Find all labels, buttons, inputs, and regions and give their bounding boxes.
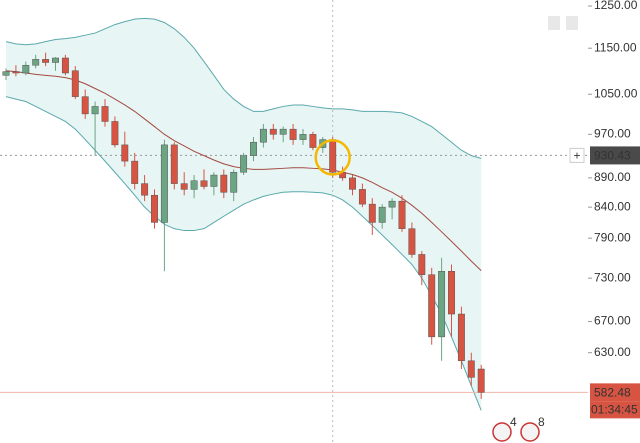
candle-body [220,174,228,193]
candle-body [131,160,139,184]
candle-body [259,128,267,143]
candle-body [170,144,178,184]
candle-body [250,141,257,156]
crosshair-label-bg [590,146,640,165]
candle-body [151,194,158,223]
candle-body [438,271,446,338]
y-tick-label: 630.00 [594,345,631,359]
candle-body [408,228,416,255]
y-tick-label: 970.00 [594,127,631,141]
candle-body [457,313,465,362]
candle-body [448,271,455,315]
candle-body [358,189,366,205]
band-fill [6,18,482,411]
y-tick-label: 670.00 [594,314,631,328]
event-marker[interactable] [520,422,540,442]
y-tick-label: 1150.00 [594,40,637,54]
candle-body [91,106,99,115]
candle-body [467,360,475,378]
candle-body [477,368,485,393]
candle-body [121,144,129,162]
candle-body [180,183,188,190]
candle-body [418,254,426,275]
candle-body [398,200,406,229]
toolbar-button[interactable] [548,16,560,30]
candle-body [111,121,119,146]
candle-body [230,171,238,193]
candle-body [190,180,198,190]
candle-body [349,177,356,190]
last-price-bg [590,383,640,402]
y-tick-label: 1250.00 [594,0,638,12]
candle-body [71,70,79,97]
last-price-label: 582.48 [594,386,631,400]
plus-icon: + [573,149,580,163]
candle-body [299,134,307,140]
countdown-label: 01:34:45 [591,403,638,417]
candle-body [141,183,149,196]
y-tick-label: 840.00 [594,199,631,213]
y-tick-label: 1050.00 [594,86,638,100]
candle-body [61,57,69,74]
event-marker[interactable] [492,422,512,442]
candle-body [12,71,20,74]
candle-body [32,59,40,66]
event-count: 4 [510,415,517,429]
y-tick-label: 790.00 [594,230,631,244]
candle-body [22,64,30,74]
band-lower [5,96,482,411]
candle-body [269,128,277,135]
candle-body [388,200,396,208]
crosshair-label: 930.43 [594,149,631,163]
candle-body [210,174,218,187]
band-upper [5,17,482,159]
candle-body [289,128,297,140]
candle-body [200,180,208,187]
candle-body [240,155,248,173]
y-tick-label: 890.00 [594,170,631,184]
crosshair-plus[interactable] [569,147,585,163]
candle-body [368,203,376,223]
price-axis [588,0,640,443]
candle-body [101,106,109,122]
toolbar-button[interactable] [566,16,578,30]
candle-body [279,128,287,135]
candle-body [81,96,89,115]
candle-body [42,59,50,63]
event-count: 8 [538,415,545,429]
candle-body [329,139,337,173]
candle-body [378,206,386,223]
candle-body [309,134,317,148]
candle-body [52,57,59,63]
y-tick-label: 730.00 [594,270,631,284]
candle-body [428,274,436,338]
countdown-bg [590,401,640,419]
candle-body [160,144,168,223]
highlight-circle [314,139,351,176]
candle-body [2,71,10,76]
